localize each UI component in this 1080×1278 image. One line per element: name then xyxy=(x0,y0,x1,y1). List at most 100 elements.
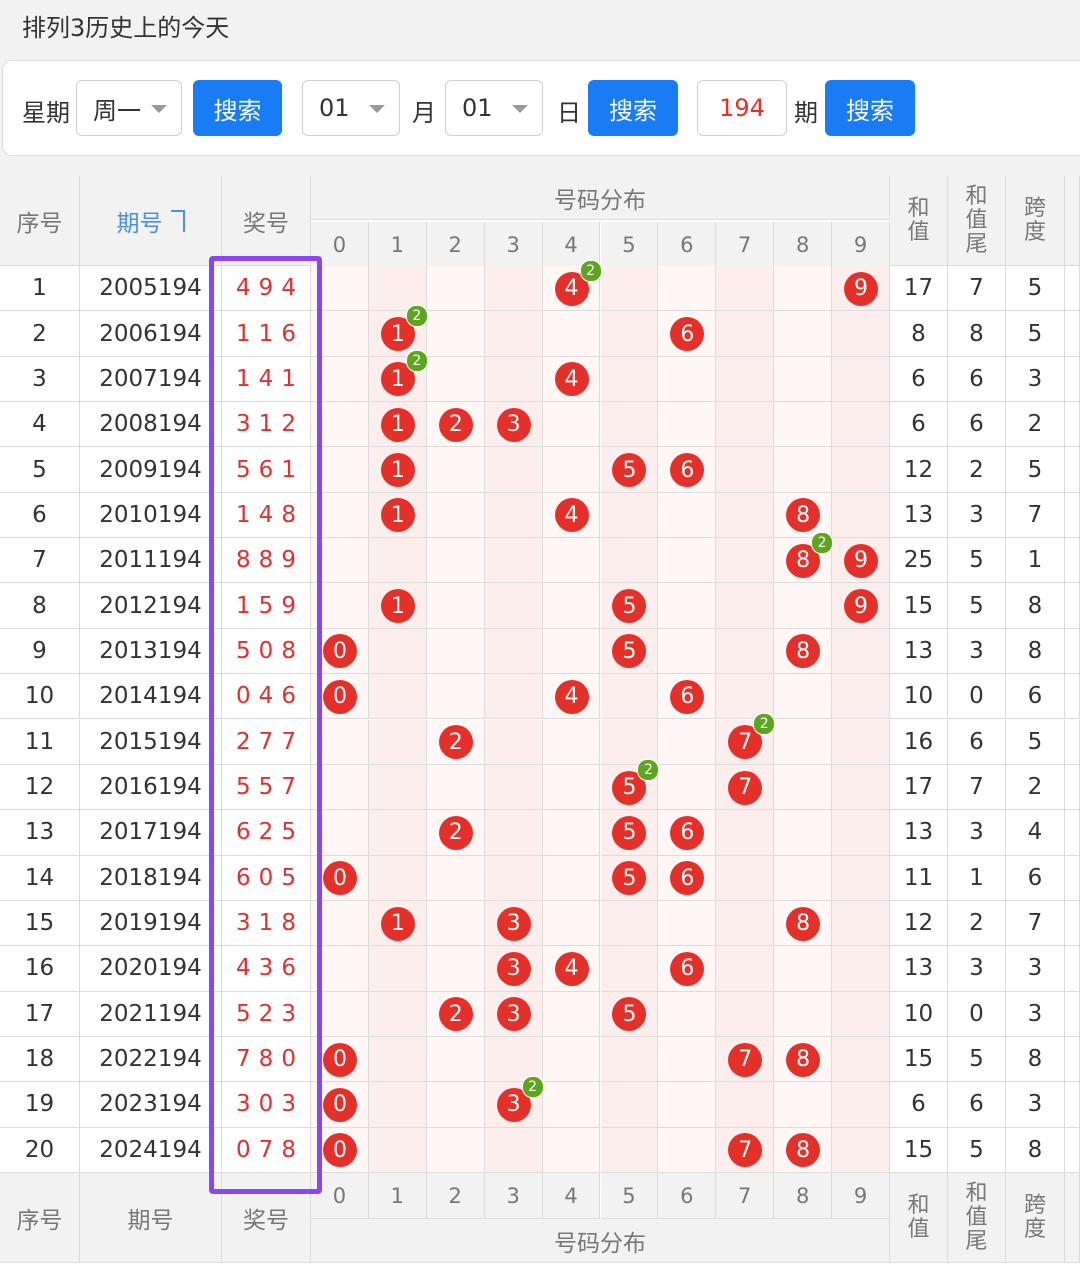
sum-cell: 11 xyxy=(890,855,948,901)
distribution-cell xyxy=(658,991,717,1037)
distribution-cell xyxy=(426,492,485,539)
sum-tail-cell: 5 xyxy=(948,1036,1006,1083)
distribution-cell xyxy=(426,764,485,811)
sum-cell: 6 xyxy=(890,1082,948,1128)
sum-tail-cell: 2 xyxy=(948,447,1006,493)
number-ball: 6 xyxy=(670,815,705,850)
sum-cell: 10 xyxy=(890,674,948,720)
period-input[interactable]: 194 xyxy=(697,80,787,136)
number-ball: 4 xyxy=(554,951,589,986)
distribution-cell xyxy=(368,1082,427,1128)
distribution-cell xyxy=(426,628,485,675)
sum-header-text: 和值 xyxy=(907,195,930,245)
sort-icon[interactable] xyxy=(170,209,185,232)
distribution-cell xyxy=(542,583,601,629)
index-cell: 11 xyxy=(0,719,80,765)
span-header: 跨度 xyxy=(1006,1173,1065,1263)
distribution-cell xyxy=(658,628,717,675)
distribution-cell xyxy=(542,764,601,811)
span-cell: 8 xyxy=(1006,1036,1065,1083)
search-button[interactable]: 搜索 xyxy=(825,80,915,136)
caret xyxy=(369,105,385,113)
index-cell: 14 xyxy=(0,855,80,901)
distribution-cell xyxy=(368,946,427,992)
filler xyxy=(1065,719,1080,765)
weekday-label: 星期 xyxy=(22,99,70,127)
filler xyxy=(1065,311,1080,357)
distribution-cell xyxy=(600,1127,659,1173)
sum-cell: 25 xyxy=(890,538,948,584)
filler xyxy=(1065,538,1080,584)
number-ball: 8 xyxy=(786,543,821,578)
sum-cell: 10 xyxy=(890,991,948,1037)
number-ball: 0 xyxy=(322,634,357,669)
number-cell: 557 xyxy=(222,764,311,811)
day-select[interactable]: 01 xyxy=(445,80,543,136)
digit-header: 9 xyxy=(832,1173,890,1219)
number-cell: 780 xyxy=(222,1036,311,1083)
issue-cell: 2008194 xyxy=(80,402,222,448)
distribution-cell xyxy=(426,900,485,947)
distribution-cell xyxy=(716,674,775,720)
sum-tail-header: 和值尾 xyxy=(948,1173,1006,1263)
search-button[interactable]: 搜索 xyxy=(588,80,678,136)
distribution-cell xyxy=(774,447,833,493)
distribution-cell xyxy=(368,855,427,901)
distribution-cell xyxy=(368,810,427,856)
distribution-cell xyxy=(832,810,890,856)
number-ball: 8 xyxy=(786,1133,821,1168)
issue-cell: 2024194 xyxy=(80,1127,222,1173)
distribution-cell xyxy=(426,1036,485,1083)
search-button[interactable]: 搜索 xyxy=(193,80,282,136)
sum-tail-cell: 3 xyxy=(948,810,1006,856)
digit-header: 4 xyxy=(542,222,601,268)
distribution-cell xyxy=(542,1082,601,1128)
distribution-cell xyxy=(832,311,890,357)
number-cell: 889 xyxy=(222,538,311,584)
distribution-cell xyxy=(658,1082,717,1128)
number-cell: 561 xyxy=(222,447,311,493)
sum-tail-header: 和值尾 xyxy=(948,176,1006,266)
distribution-cell xyxy=(426,538,485,584)
filler xyxy=(1065,583,1080,629)
number-ball: 6 xyxy=(670,861,705,896)
number-ball: 2 xyxy=(438,997,473,1032)
distribution-cell xyxy=(600,311,659,357)
number-ball: 8 xyxy=(786,498,821,533)
month-select[interactable]: 01 xyxy=(302,80,400,136)
weekday-select[interactable]: 周一 xyxy=(76,80,182,136)
index-cell: 7 xyxy=(0,538,80,584)
distribution-cell xyxy=(426,855,485,901)
weekday-value: 周一 xyxy=(93,96,141,125)
distribution-cell xyxy=(542,855,601,901)
distribution-cell xyxy=(542,719,601,765)
number-ball: 6 xyxy=(670,453,705,488)
span-cell: 7 xyxy=(1006,492,1065,539)
issue-cell: 2015194 xyxy=(80,719,222,765)
number-ball: 3 xyxy=(496,997,531,1032)
sum-cell: 6 xyxy=(890,402,948,448)
number-ball: 5 xyxy=(612,453,647,488)
digit-header: 7 xyxy=(716,222,775,268)
sum-cell: 6 xyxy=(890,356,948,403)
number-cell: 312 xyxy=(222,402,311,448)
sum-cell: 15 xyxy=(890,583,948,629)
caret xyxy=(151,105,167,113)
distribution-cell xyxy=(716,311,775,357)
distribution-cell xyxy=(368,538,427,584)
span-cell: 5 xyxy=(1006,311,1065,357)
distribution-cell xyxy=(658,1036,717,1083)
number-ball: 8 xyxy=(786,634,821,669)
index-cell: 15 xyxy=(0,900,80,947)
span-cell: 3 xyxy=(1006,356,1065,403)
distribution-cell xyxy=(484,719,543,765)
distribution-cell xyxy=(832,628,890,675)
issue-cell: 2017194 xyxy=(80,810,222,856)
index-cell: 13 xyxy=(0,810,80,856)
distribution-cell xyxy=(600,674,659,720)
distribution-cell xyxy=(658,266,717,312)
filler xyxy=(1065,628,1080,675)
distribution-cell xyxy=(716,855,775,901)
distribution-cell xyxy=(368,628,427,675)
